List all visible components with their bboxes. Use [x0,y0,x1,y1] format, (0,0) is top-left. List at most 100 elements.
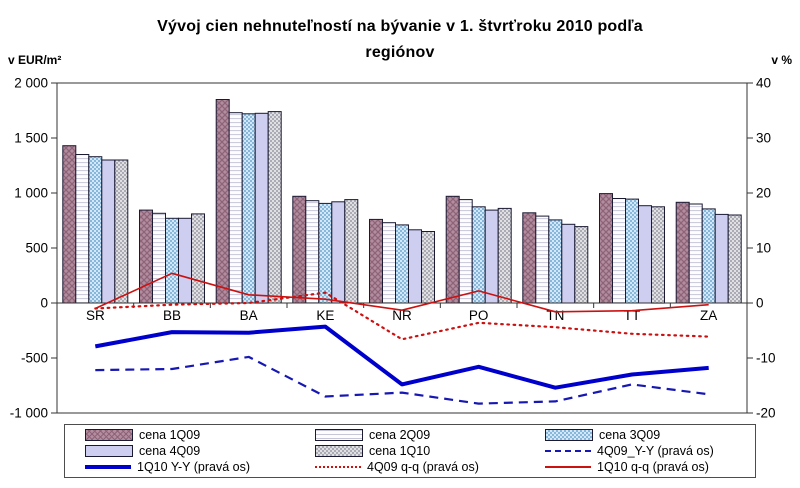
bar [714,213,729,304]
bar [254,112,269,304]
bar [178,217,192,304]
title-line1: Vývoj cien nehnuteľností na bývanie v 1.… [157,18,643,35]
category-label: ZA [700,308,717,323]
right-tick-label: 10 [756,241,771,256]
line-series-0 [95,355,709,405]
left-tick-label: 2 000 [14,76,48,91]
legend-line-swatch [545,466,591,468]
legend-line-swatch [315,466,361,468]
legend-bar-swatch [315,445,363,457]
left-tick-label: 0 [40,296,48,311]
legend-item: 1Q10 q-q (pravá os) [525,460,755,474]
bar [612,198,626,304]
bar [471,206,486,304]
title-line2: regiónov [365,44,435,61]
left-tick-label: 500 [25,241,48,256]
bar [535,215,550,304]
right-tick-label: 40 [756,76,771,91]
right-tick-label: -20 [756,406,776,421]
left-tick-label: 1 000 [14,186,48,201]
bar [548,219,563,304]
bar [241,113,256,304]
right-tick-label: 20 [756,186,771,201]
legend-bar-swatch [315,429,363,441]
category-label: BB [163,308,181,323]
category-label: NR [392,308,412,323]
right-tick-label: 0 [756,296,764,311]
line-series-3 [94,272,709,313]
bar [599,193,613,304]
bar [625,198,639,304]
bar [484,209,499,304]
bar [152,212,166,304]
legend-item: cena 1Q10 [295,444,525,458]
chart-legend: cena 1Q09 cena 2Q09 cena 3Q09 cena 4Q09 cena… [64,424,756,478]
bar [497,207,512,304]
legend-bar-swatch [85,429,133,441]
legend-item: 1Q10 Y-Y (pravá os) [65,460,295,474]
legend-label: cena 2Q09 [369,428,431,442]
left-axis-unit: v EUR/m² [8,53,62,67]
legend-label: 1Q10 Y-Y (pravá os) [137,460,251,474]
page-title: Vývoj cien nehnuteľností na bývanie v 1.… [0,14,800,66]
category-label: PO [469,308,489,323]
legend-item: cena 4Q09 [65,444,295,458]
right-axis-unit: v % [771,53,792,67]
bar [292,195,307,304]
bar [574,226,589,304]
bar [331,201,346,304]
line-series-2 [94,291,710,341]
bar [228,112,243,304]
bar [701,208,716,304]
legend-label: cena 3Q09 [599,428,661,442]
bar [191,213,205,304]
bar [561,223,576,304]
legend-label: cena 1Q09 [139,428,201,442]
right-tick-label: 30 [756,131,771,146]
left-tick-label: 1 500 [14,131,48,146]
legend-item: cena 3Q09 [525,428,755,442]
bar [305,200,320,304]
legend-bar-swatch [85,445,133,457]
left-tick-label: -1 000 [10,406,48,421]
legend-label: cena 4Q09 [139,444,201,458]
category-label: TT [624,308,641,323]
bar [458,199,473,304]
bar [675,201,690,304]
category-label: SR [86,308,105,323]
bar [101,159,116,304]
bar [267,111,282,304]
bar [369,218,383,304]
bar [408,229,422,304]
bar [638,205,652,304]
bar [318,202,333,304]
bar [215,99,230,304]
legend-item: cena 1Q09 [65,428,295,442]
legend-bar-swatch [545,429,593,441]
legend-line-swatch [545,450,591,452]
legend-label: 4Q09_Y-Y (pravá os) [597,444,714,458]
legend-line-swatch [85,465,131,469]
bar [165,217,179,304]
bar [62,145,77,304]
legend-item: 4Q09 q-q (pravá os) [295,460,525,474]
bar [651,206,665,304]
bar [75,154,90,304]
bar [114,159,129,304]
legend-item: 4Q09_Y-Y (pravá os) [525,444,755,458]
category-label: BA [240,308,258,323]
legend-item: cena 2Q09 [295,428,525,442]
right-tick-label: -10 [756,351,776,366]
bar [445,195,460,304]
bar [727,214,742,304]
category-label: KE [316,308,334,323]
bar [395,224,409,304]
bar [88,156,103,304]
bar [522,212,537,304]
line-series-1 [94,324,709,390]
bar-groups [62,99,742,304]
legend-label: 1Q10 q-q (pravá os) [597,460,709,474]
bar [688,203,703,304]
bar [344,199,359,304]
